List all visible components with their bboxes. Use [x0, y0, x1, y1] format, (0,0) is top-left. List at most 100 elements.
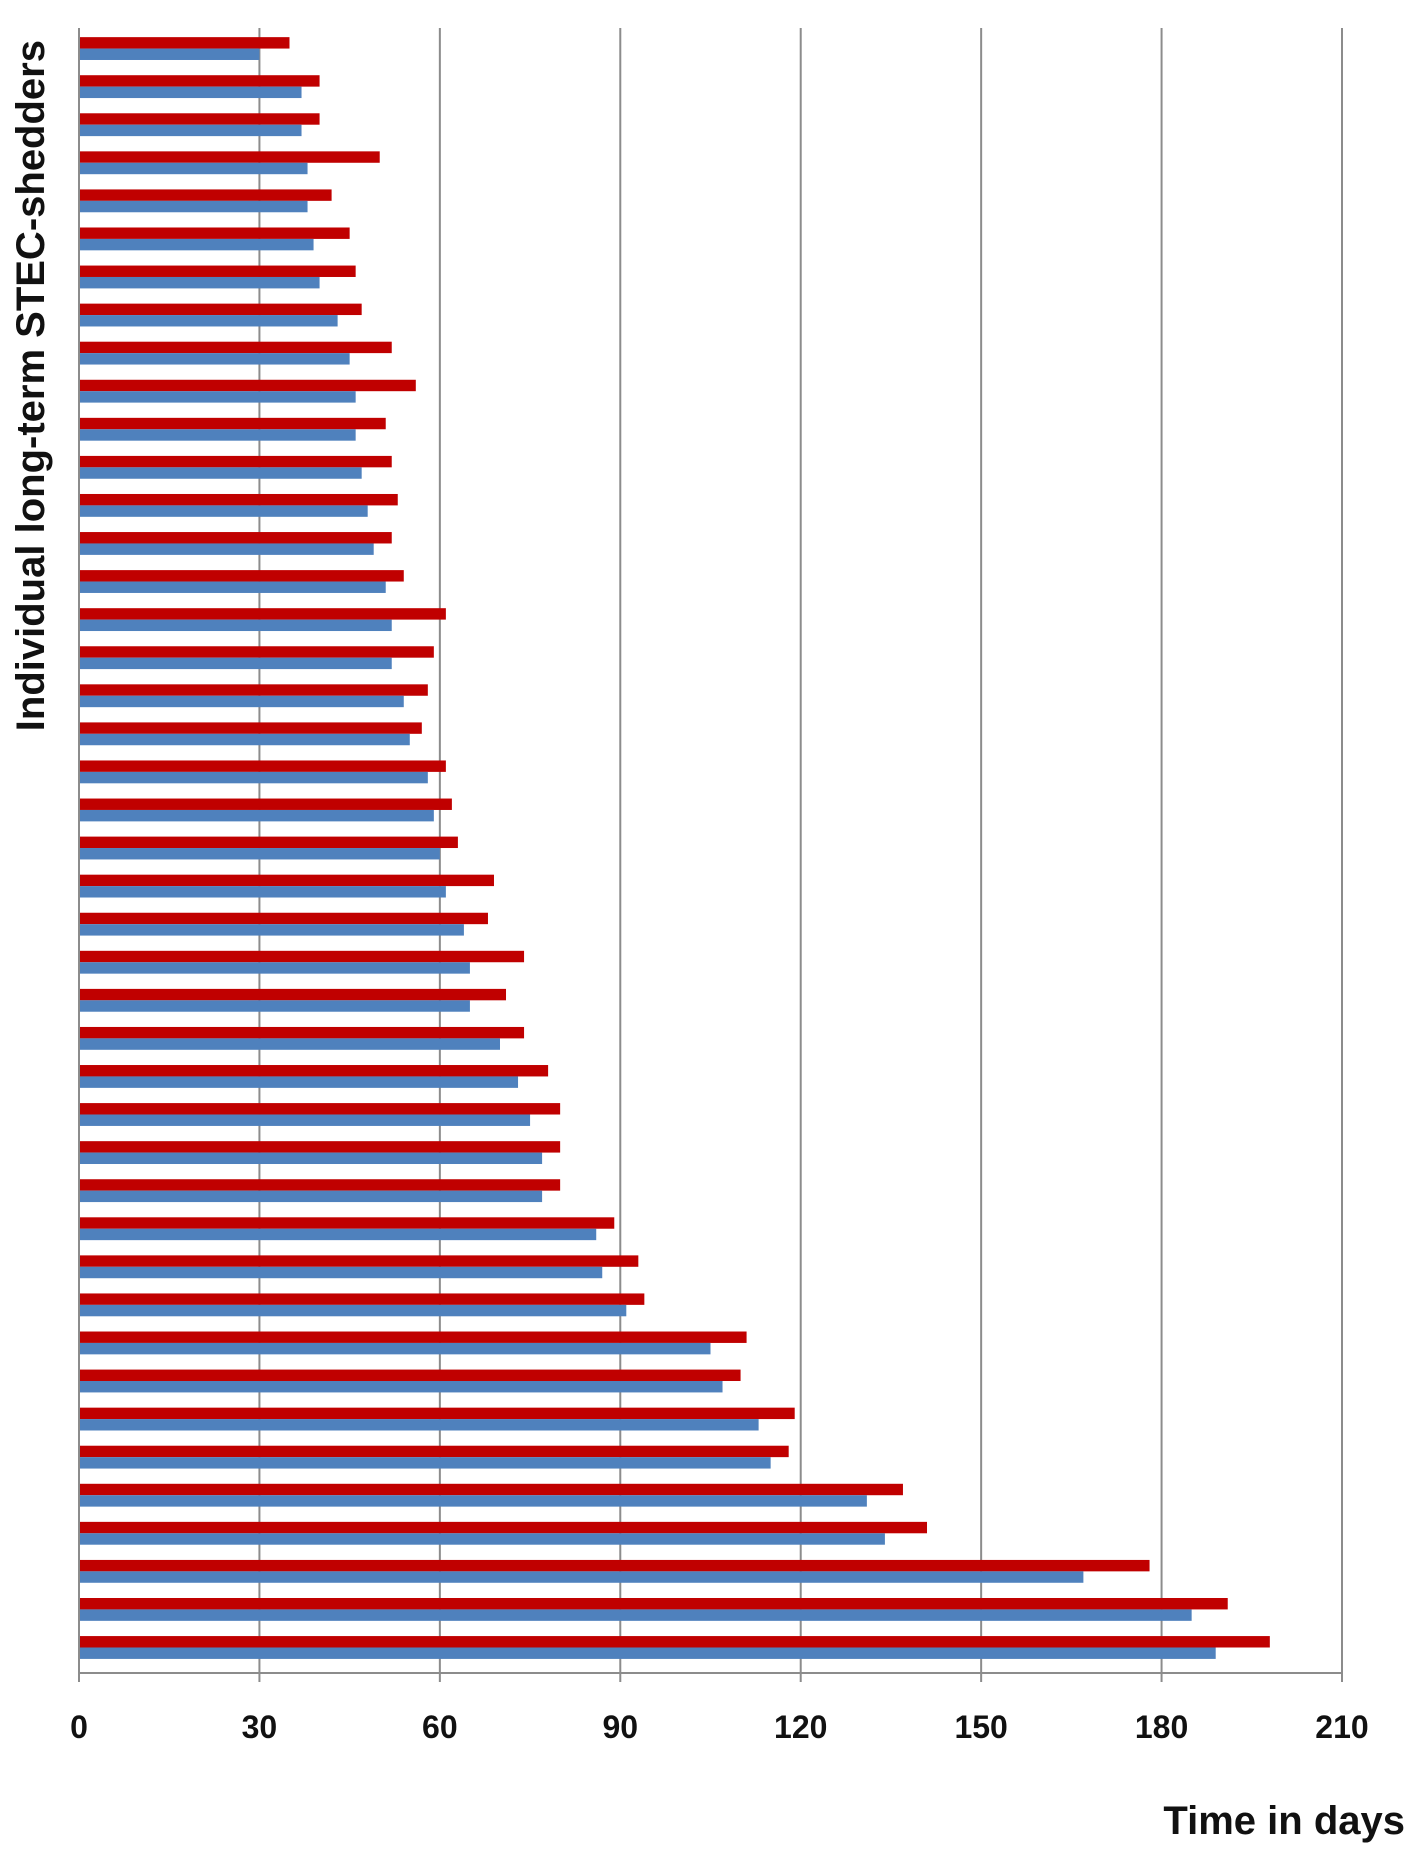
bar-series-2	[79, 1141, 561, 1153]
x-tick-label: 120	[774, 1709, 827, 1745]
bar-series-1	[79, 124, 302, 137]
gridlines	[258, 28, 1343, 1673]
bar-series-2	[79, 265, 356, 277]
bar-series-2	[79, 227, 350, 239]
bar-series-2	[79, 189, 332, 201]
bar-series-1	[79, 1304, 627, 1317]
bar-series-1	[79, 238, 314, 251]
bar-series-2	[79, 1445, 789, 1458]
bar-series-1	[79, 886, 446, 898]
bars	[79, 37, 1270, 1659]
bar-series-1	[79, 848, 440, 860]
bar-series-2	[79, 1598, 1228, 1610]
bar-series-2	[79, 1407, 795, 1420]
bar-series-1	[79, 733, 410, 746]
bar-series-1	[79, 657, 392, 670]
bar-series-1	[79, 543, 374, 555]
bar-series-2	[79, 75, 320, 87]
bar-series-2	[79, 493, 398, 506]
bar-series-1	[79, 429, 356, 441]
bar-series-1	[79, 48, 260, 60]
bar-series-1	[79, 1152, 543, 1165]
bar-series-2	[79, 1026, 525, 1039]
bar-series-2	[79, 1179, 561, 1191]
y-axis-title: Individual long-term STEC-shedders	[9, 40, 53, 731]
bar-series-2	[79, 836, 458, 849]
bar-series-2	[79, 1521, 928, 1534]
bar-series-1	[79, 1190, 543, 1203]
x-axis-title: Time in days	[1163, 1799, 1405, 1843]
bar-series-1	[79, 1381, 723, 1393]
bar-series-1	[79, 391, 356, 403]
bar-series-2	[79, 379, 416, 392]
bar-series-2	[79, 874, 494, 887]
bar-series-1	[79, 962, 470, 974]
bar-series-2	[79, 1293, 645, 1305]
x-tick-label: 210	[1315, 1709, 1368, 1745]
bar-series-2	[79, 37, 290, 49]
bar-series-2	[79, 1369, 741, 1382]
bar-series-1	[79, 505, 368, 517]
bar-series-2	[79, 1065, 549, 1077]
bar-series-1	[79, 1076, 519, 1088]
bar-series-2	[79, 341, 392, 354]
bar-series-1	[79, 276, 320, 289]
bar-series-1	[79, 1495, 867, 1507]
bar-series-2	[79, 950, 525, 963]
bar-series-1	[79, 86, 302, 99]
bar-series-1	[79, 1228, 597, 1241]
x-tick-label: 150	[954, 1709, 1007, 1745]
bar-series-2	[79, 1331, 747, 1343]
bar-series-2	[79, 1255, 639, 1267]
bar-series-1	[79, 1647, 1216, 1659]
bar-series-2	[79, 760, 446, 772]
bar-series-1	[79, 695, 404, 708]
bar-series-1	[79, 1571, 1084, 1583]
bar-series-1	[79, 1457, 771, 1469]
bar-series-1	[79, 771, 428, 784]
bar-series-2	[79, 646, 434, 658]
x-tick-label: 30	[242, 1709, 278, 1745]
bar-series-2	[79, 113, 320, 125]
bar-series-1	[79, 924, 464, 936]
bar-series-1	[79, 467, 362, 479]
bar-series-2	[79, 1636, 1270, 1648]
x-tick-label: 0	[70, 1709, 88, 1745]
bar-series-1	[79, 1342, 711, 1355]
bar-series-1	[79, 1000, 470, 1012]
bar-series-2	[79, 1103, 561, 1115]
bar-series-2	[79, 1483, 903, 1496]
bar-series-1	[79, 619, 392, 632]
bar-series-1	[79, 809, 434, 822]
bar-series-2	[79, 532, 392, 544]
bar-series-1	[79, 1038, 500, 1050]
bar-series-1	[79, 581, 386, 593]
bar-series-2	[79, 684, 428, 696]
bar-series-1	[79, 200, 308, 213]
bar-series-2	[79, 722, 422, 734]
x-axis	[78, 28, 1343, 1682]
bar-series-1	[79, 1266, 603, 1279]
bar-series-2	[79, 988, 507, 1001]
bar-series-2	[79, 151, 380, 163]
bar-series-2	[79, 1217, 615, 1229]
x-tick-label: 60	[422, 1709, 458, 1745]
x-tick-label: 180	[1135, 1709, 1188, 1745]
bar-series-1	[79, 315, 338, 327]
bar-series-1	[79, 162, 308, 175]
x-tick-labels: 0 30 60 90 120 150 180 210	[70, 1709, 1369, 1745]
bar-series-2	[79, 570, 404, 582]
bar-series-1	[79, 1533, 885, 1545]
x-tick-label: 90	[602, 1709, 638, 1745]
bar-series-2	[79, 303, 362, 316]
bar-series-2	[79, 455, 392, 468]
bar-series-1	[79, 1419, 759, 1431]
bar-series-1	[79, 1114, 531, 1126]
bar-series-2	[79, 912, 488, 925]
bar-series-1	[79, 353, 350, 365]
bar-series-2	[79, 798, 452, 810]
bar-series-2	[79, 417, 386, 430]
bar-series-2	[79, 608, 446, 620]
bar-series-2	[79, 1559, 1150, 1572]
